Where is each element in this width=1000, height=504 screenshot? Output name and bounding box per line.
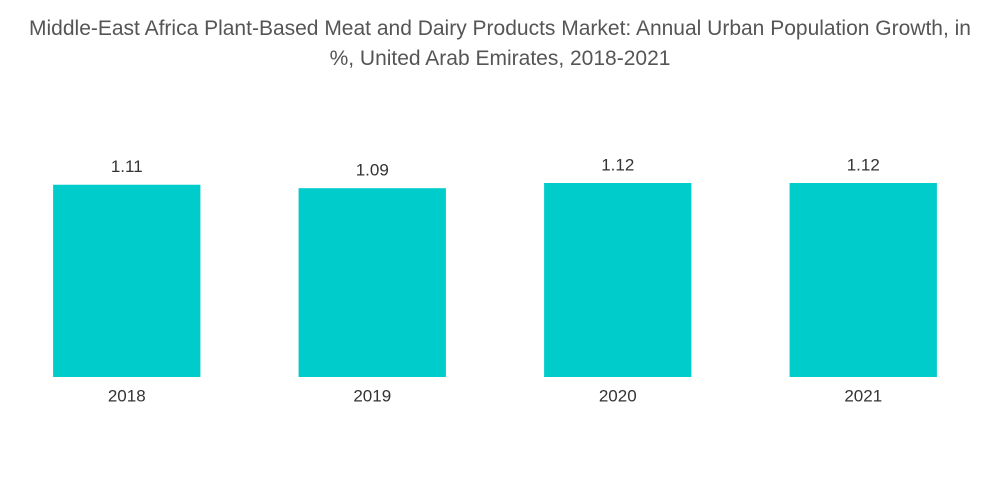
x-tick-label: 2021 [844,386,882,405]
bar [544,183,692,377]
bar [789,183,937,377]
x-tick-label: 2019 [353,386,391,405]
value-label: 1.09 [356,161,389,180]
value-label: 1.12 [847,155,880,174]
bar [298,188,446,377]
value-label: 1.11 [111,157,143,176]
value-label: 1.12 [601,155,634,174]
x-tick-label: 2020 [599,386,637,405]
x-tick-label: 2018 [108,386,146,405]
bar [53,184,201,377]
chart-title: Middle-East Africa Plant-Based Meat and … [29,17,971,70]
